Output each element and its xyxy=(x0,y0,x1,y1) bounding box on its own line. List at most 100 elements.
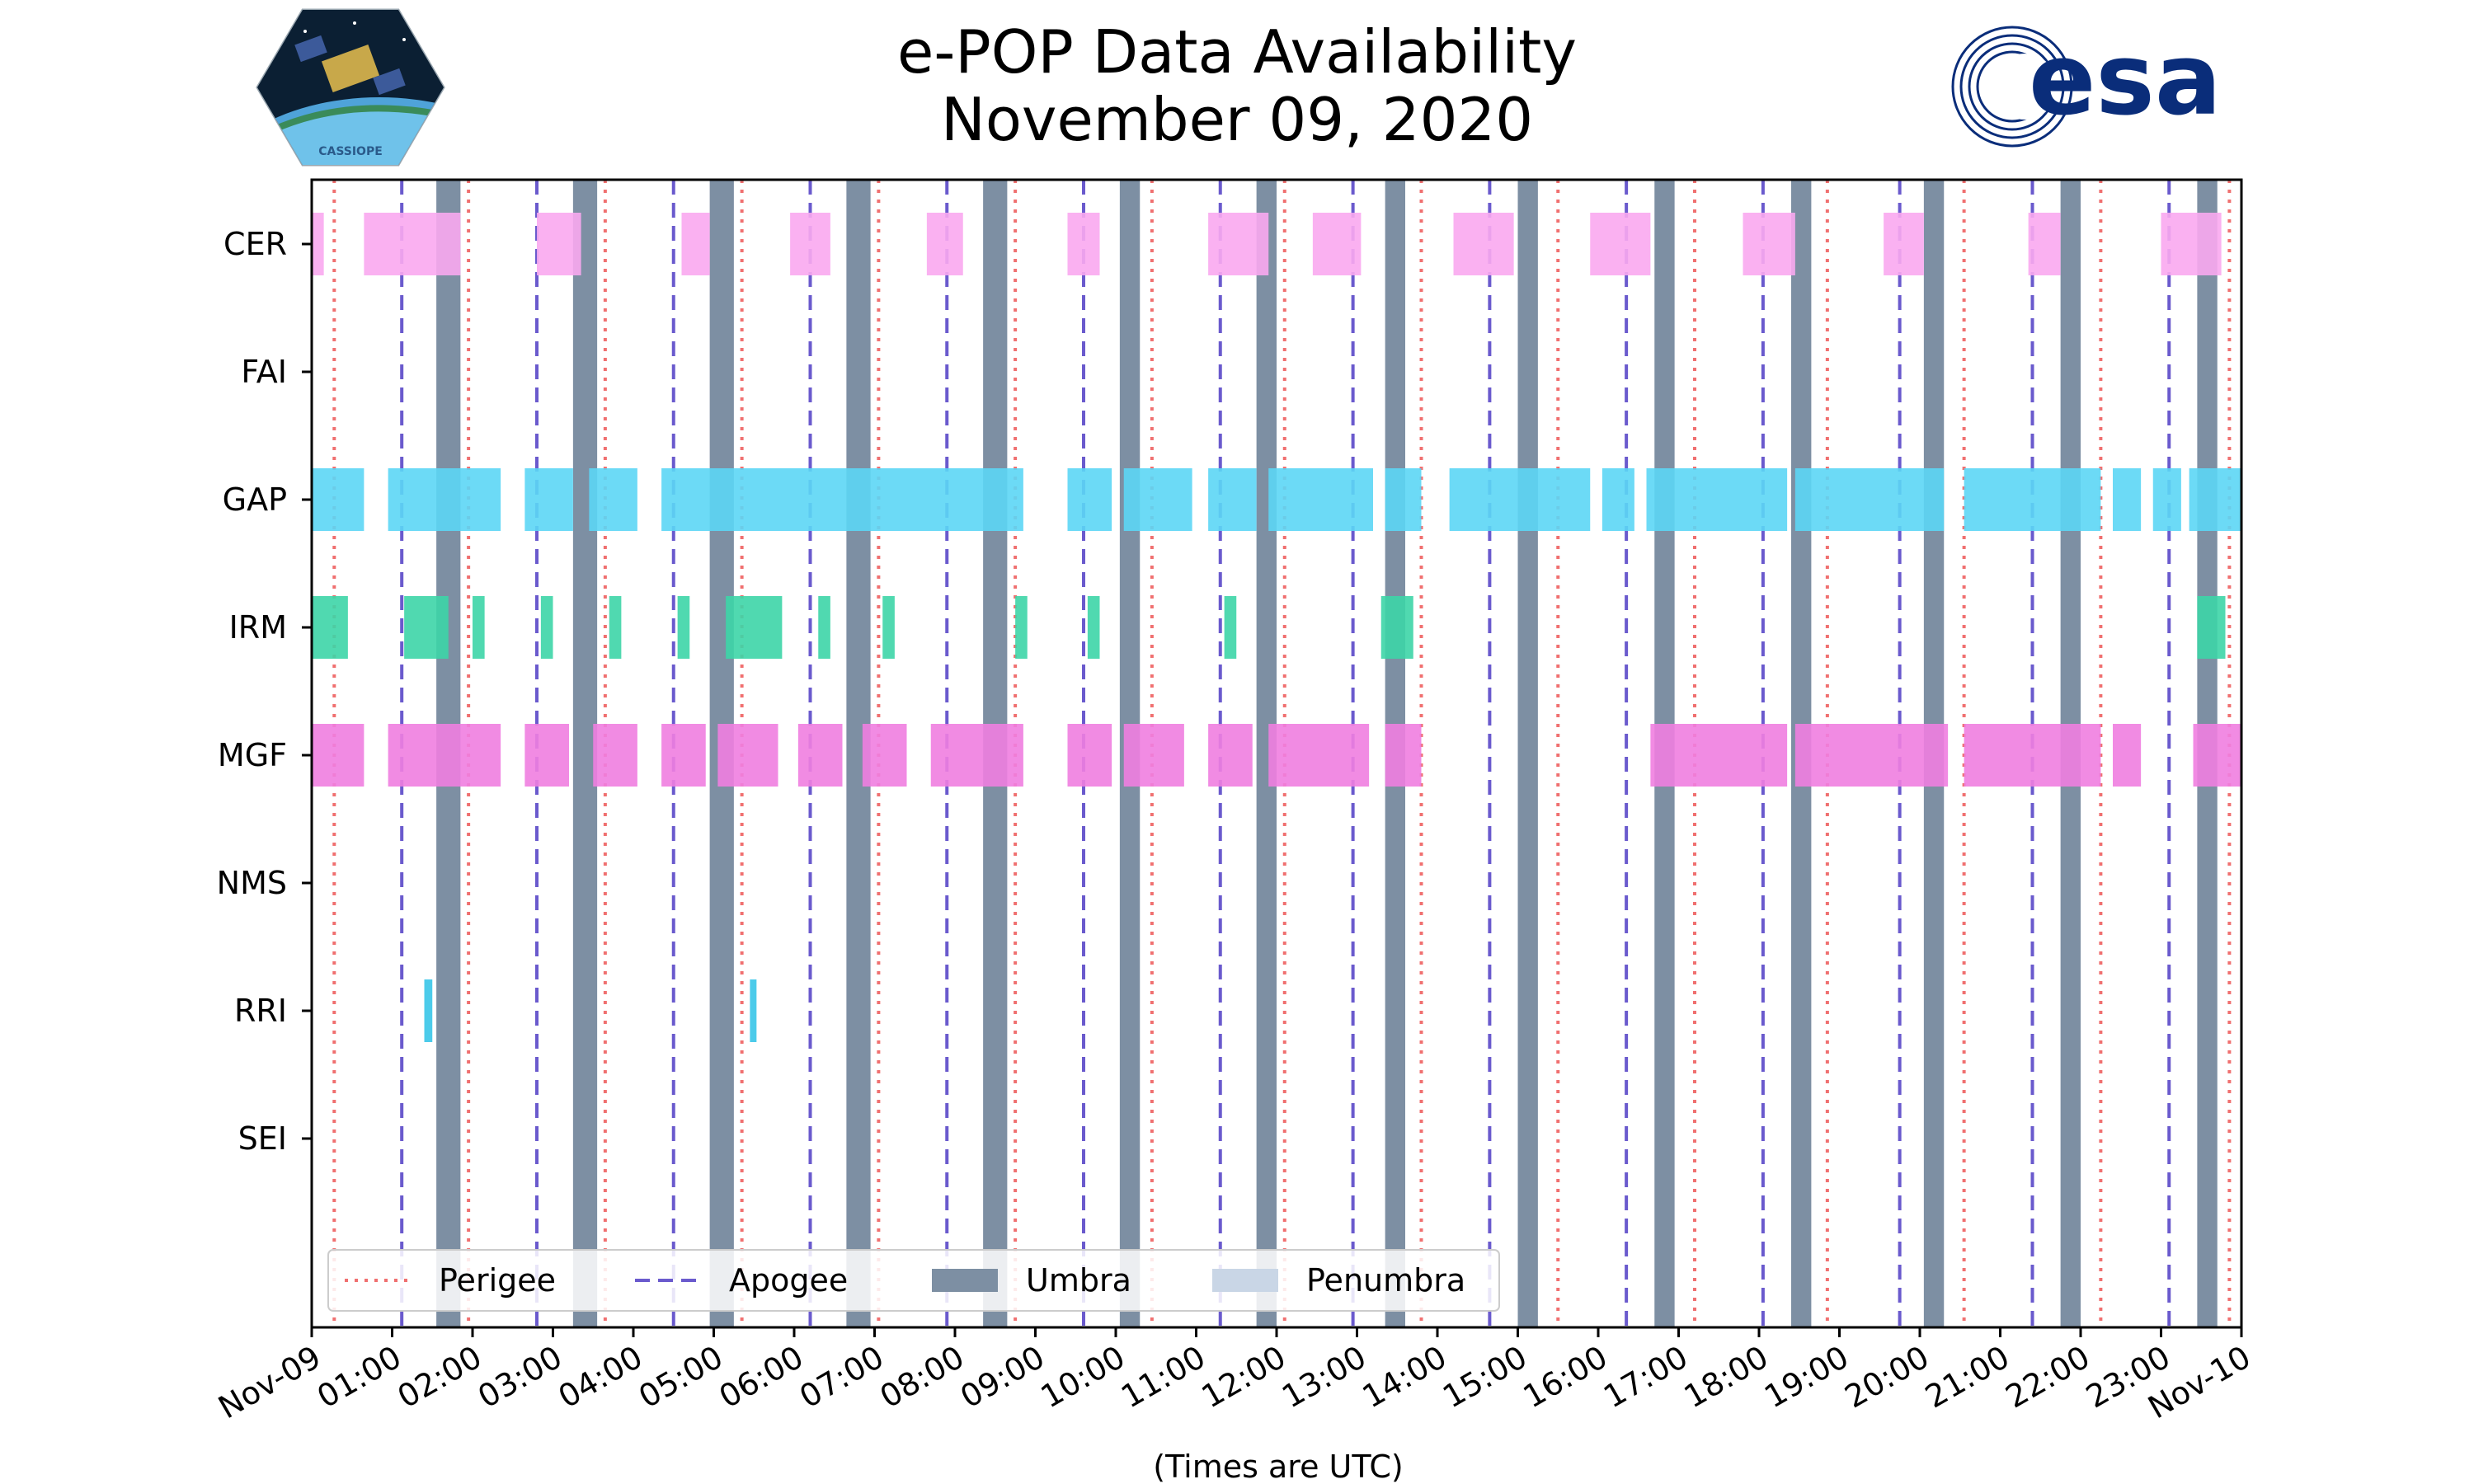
y-tick-label-fai: FAI xyxy=(241,354,287,390)
bar-mgf xyxy=(862,724,907,787)
bar-cer xyxy=(1590,213,1651,275)
bar-cer xyxy=(790,213,830,275)
x-tick-label: 02:00 xyxy=(392,1339,488,1416)
x-tick-label: 11:00 xyxy=(1115,1339,1211,1416)
bar-gap xyxy=(2189,468,2241,531)
bar-mgf xyxy=(1067,724,1112,787)
x-tick-label: 19:00 xyxy=(1758,1339,1855,1416)
cassiope-logo-text: CASSIOPE xyxy=(318,145,383,158)
y-tick-label-nms: NMS xyxy=(217,865,287,901)
bar-mgf xyxy=(2193,724,2241,787)
bar-cer xyxy=(681,213,710,275)
bar-mgf xyxy=(1208,724,1253,787)
bar-irm xyxy=(2197,596,2226,659)
bar-irm xyxy=(677,596,690,659)
bar-mgf xyxy=(797,724,843,787)
title-line-2: November 09, 2020 xyxy=(940,85,1534,154)
x-tick-label: 05:00 xyxy=(633,1339,729,1416)
chart-title: e-POP Data Availability November 09, 202… xyxy=(0,18,2474,153)
bar-gap xyxy=(1964,468,2101,531)
legend-marker-umbra xyxy=(932,1269,998,1292)
cassiope-logo: CASSIOPE xyxy=(256,8,445,167)
esa-logo-text: esa xyxy=(2029,23,2222,138)
bar-gap xyxy=(2113,468,2142,531)
axis-layer: CER FAI GAP IRM MGF NMS RRI SEI Nov-0901:0002:00… xyxy=(212,178,2257,1426)
bar-irm xyxy=(1087,596,1100,659)
x-tick-label: 13:00 xyxy=(1276,1339,1372,1416)
bar-cer xyxy=(1312,213,1362,275)
y-tick-label-cer: CER xyxy=(223,226,287,262)
y-tick-label-mgf: MGF xyxy=(218,737,287,773)
bar-mgf xyxy=(524,724,569,787)
bar-mgf xyxy=(1964,724,2101,787)
bar-irm xyxy=(473,596,485,659)
y-tick-label-rri: RRI xyxy=(234,993,287,1029)
bar-gap xyxy=(661,468,1023,531)
title-line-1: e-POP Data Availability xyxy=(897,17,1577,87)
x-tick-label: 03:00 xyxy=(472,1339,568,1416)
y-tick-label-sei: SEI xyxy=(238,1120,287,1157)
bar-mgf xyxy=(717,724,778,787)
bar-cer xyxy=(1067,213,1100,275)
y-tick-label-irm: IRM xyxy=(229,609,287,646)
bar-gap xyxy=(1794,468,1945,531)
bar-rri xyxy=(424,979,433,1042)
bar-irm xyxy=(1015,596,1028,659)
bar-mgf xyxy=(1650,724,1788,787)
bar-gap xyxy=(312,468,365,531)
bar-mgf xyxy=(593,724,637,787)
bar-gap xyxy=(2152,468,2181,531)
x-tick-label: 04:00 xyxy=(553,1339,649,1416)
legend-marker-penumbra xyxy=(1212,1269,1278,1292)
bar-irm xyxy=(882,596,895,659)
x-axis-label: (Times are UTC) xyxy=(1153,1449,1403,1484)
bar-cer xyxy=(926,213,963,275)
bar-mgf xyxy=(312,724,365,787)
x-tick-label: 08:00 xyxy=(874,1339,971,1416)
x-tick-label: 12:00 xyxy=(1196,1339,1292,1416)
x-tick-label: 16:00 xyxy=(1517,1339,1614,1416)
bar-irm xyxy=(1380,596,1413,659)
x-tick-label: 20:00 xyxy=(1839,1339,1935,1416)
x-tick-label: Nov-09 xyxy=(212,1339,327,1426)
x-tick-label: 09:00 xyxy=(954,1339,1051,1416)
bar-mgf xyxy=(1385,724,1422,787)
bar-cer xyxy=(1208,213,1269,275)
legend-label-apogee: Apogee xyxy=(729,1262,848,1298)
bar-gap xyxy=(1208,468,1257,531)
bar-gap xyxy=(524,468,573,531)
x-tick-label: 15:00 xyxy=(1437,1339,1533,1416)
bar-irm xyxy=(540,596,553,659)
bar-rri xyxy=(750,979,757,1042)
bar-cer xyxy=(2028,213,2061,275)
bar-gap xyxy=(1385,468,1422,531)
bar-gap xyxy=(1646,468,1788,531)
bar-mgf xyxy=(2113,724,2142,787)
bar-cer xyxy=(1884,213,1924,275)
legend-label-penumbra: Penumbra xyxy=(1306,1262,1465,1298)
umbra-band xyxy=(1517,180,1538,1327)
x-tick-label: 21:00 xyxy=(1919,1339,2015,1416)
bar-irm xyxy=(404,596,449,659)
y-tick-label-gap: GAP xyxy=(223,481,287,518)
bar-gap xyxy=(1602,468,1634,531)
bar-cer xyxy=(1453,213,1514,275)
bar-cer xyxy=(364,213,461,275)
x-tick-label: 14:00 xyxy=(1357,1339,1453,1416)
bar-irm xyxy=(1224,596,1237,659)
x-tick-label: 17:00 xyxy=(1597,1339,1694,1416)
legend-box xyxy=(327,1249,1500,1312)
bar-mgf xyxy=(1268,724,1370,787)
bar-mgf xyxy=(661,724,706,787)
x-tick-label: 10:00 xyxy=(1035,1339,1131,1416)
bar-irm xyxy=(818,596,830,659)
legend-layer: Perigee Apogee Umbra Penumbra xyxy=(327,1249,1500,1312)
x-tick-label: 06:00 xyxy=(713,1339,810,1416)
legend-label-umbra: Umbra xyxy=(1026,1262,1131,1298)
bar-gap xyxy=(1123,468,1192,531)
bar-gap xyxy=(1449,468,1591,531)
bar-mgf xyxy=(388,724,501,787)
bar-cer xyxy=(2161,213,2222,275)
x-tick-label: 01:00 xyxy=(311,1339,407,1416)
